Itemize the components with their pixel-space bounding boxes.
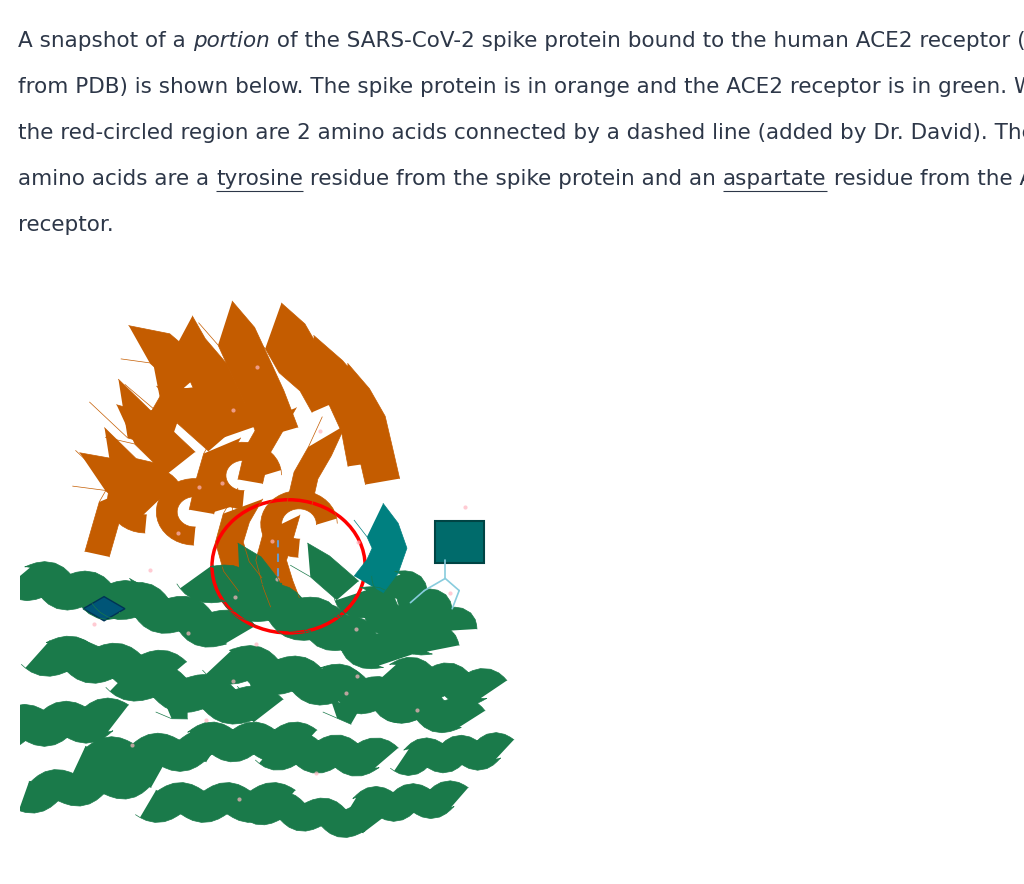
PathPatch shape	[104, 428, 165, 498]
PathPatch shape	[3, 561, 153, 620]
PathPatch shape	[270, 597, 414, 669]
PathPatch shape	[140, 386, 204, 453]
Text: residue from the spike protein and an: residue from the spike protein and an	[303, 169, 723, 189]
PathPatch shape	[108, 467, 183, 533]
Text: of the SARS-CoV-2 spike protein bound to the human ACE2 receptor (taken: of the SARS-CoV-2 spike protein bound to…	[269, 31, 1024, 51]
PathPatch shape	[335, 587, 459, 655]
PathPatch shape	[238, 408, 296, 484]
PathPatch shape	[261, 491, 337, 557]
Text: amino acids are a: amino acids are a	[18, 169, 216, 189]
PathPatch shape	[130, 578, 164, 609]
PathPatch shape	[129, 325, 208, 391]
PathPatch shape	[243, 792, 386, 837]
PathPatch shape	[218, 301, 298, 438]
PathPatch shape	[311, 336, 389, 467]
PathPatch shape	[157, 386, 237, 451]
PathPatch shape	[153, 361, 212, 425]
PathPatch shape	[180, 565, 351, 640]
PathPatch shape	[307, 543, 358, 600]
Text: residue from the ACE2: residue from the ACE2	[826, 169, 1024, 189]
Text: portion: portion	[194, 31, 269, 51]
PathPatch shape	[140, 782, 295, 822]
PathPatch shape	[174, 722, 316, 762]
Text: from PDB) is shown below. The spike protein is in orange and the ACE2 receptor i: from PDB) is shown below. The spike prot…	[18, 77, 1024, 97]
PathPatch shape	[72, 729, 224, 779]
PathPatch shape	[26, 636, 186, 690]
PathPatch shape	[342, 781, 468, 824]
PathPatch shape	[394, 733, 514, 775]
PathPatch shape	[206, 645, 368, 705]
PathPatch shape	[110, 663, 283, 724]
PathPatch shape	[85, 486, 136, 557]
PathPatch shape	[287, 425, 345, 508]
PathPatch shape	[265, 303, 355, 412]
PathPatch shape	[372, 571, 477, 635]
PathPatch shape	[164, 699, 187, 719]
PathPatch shape	[354, 504, 407, 593]
PathPatch shape	[298, 664, 442, 723]
PathPatch shape	[215, 499, 263, 591]
Text: A snapshot of a: A snapshot of a	[18, 31, 194, 51]
Text: tyrosine: tyrosine	[216, 169, 303, 189]
PathPatch shape	[157, 478, 232, 545]
PathPatch shape	[345, 627, 375, 656]
Text: receptor.: receptor.	[18, 215, 115, 235]
PathPatch shape	[331, 699, 358, 724]
PathPatch shape	[339, 679, 485, 733]
PathPatch shape	[119, 379, 179, 449]
PathPatch shape	[170, 316, 256, 440]
PathPatch shape	[205, 442, 282, 509]
PathPatch shape	[0, 698, 129, 750]
PathPatch shape	[269, 597, 303, 628]
PathPatch shape	[373, 658, 507, 705]
PathPatch shape	[340, 363, 399, 484]
PathPatch shape	[259, 732, 398, 776]
PathPatch shape	[117, 405, 195, 475]
PathPatch shape	[249, 676, 274, 706]
PathPatch shape	[80, 638, 108, 664]
Text: the red-circled region are 2 amino acids connected by a dashed line (added by Dr: the red-circled region are 2 amino acids…	[18, 123, 1024, 143]
PathPatch shape	[178, 609, 212, 639]
PathPatch shape	[95, 583, 255, 647]
PathPatch shape	[189, 438, 241, 514]
PathPatch shape	[238, 543, 286, 607]
FancyBboxPatch shape	[435, 521, 483, 563]
PathPatch shape	[80, 453, 166, 518]
Polygon shape	[83, 597, 125, 621]
PathPatch shape	[18, 756, 166, 813]
PathPatch shape	[256, 515, 300, 607]
Text: aspartate: aspartate	[723, 169, 826, 189]
